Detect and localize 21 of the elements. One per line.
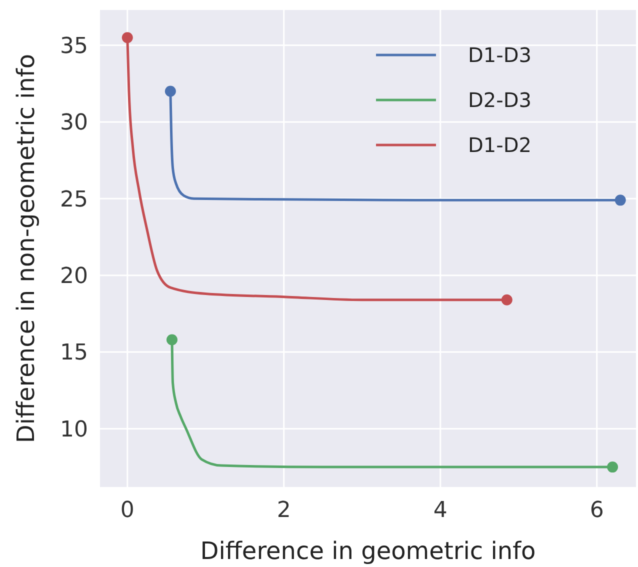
y-tick-label: 10 (60, 417, 88, 442)
legend-label: D1-D2 (468, 133, 532, 157)
x-tick-label: 6 (590, 498, 604, 523)
y-axis-title: Difference in non-geometric info (12, 54, 40, 444)
point (164, 86, 176, 97)
legend-label: D2-D3 (468, 88, 532, 112)
point (501, 294, 512, 306)
y-tick-label: 15 (60, 340, 88, 366)
point (614, 194, 626, 206)
x-tick-label: 2 (276, 498, 291, 523)
point (166, 334, 178, 346)
point (122, 32, 133, 44)
y-tick-label: 25 (60, 187, 88, 212)
y-tick-label: 30 (60, 110, 88, 136)
y-tick-label: 35 (60, 34, 88, 59)
legend-label: D1-D3 (468, 43, 532, 67)
y-tick-label: 20 (60, 264, 88, 290)
x-tick-label: 4 (433, 498, 448, 523)
x-tick-label: 0 (120, 498, 134, 523)
point (607, 462, 618, 473)
x-axis-title: Difference in geometric info (200, 537, 536, 565)
